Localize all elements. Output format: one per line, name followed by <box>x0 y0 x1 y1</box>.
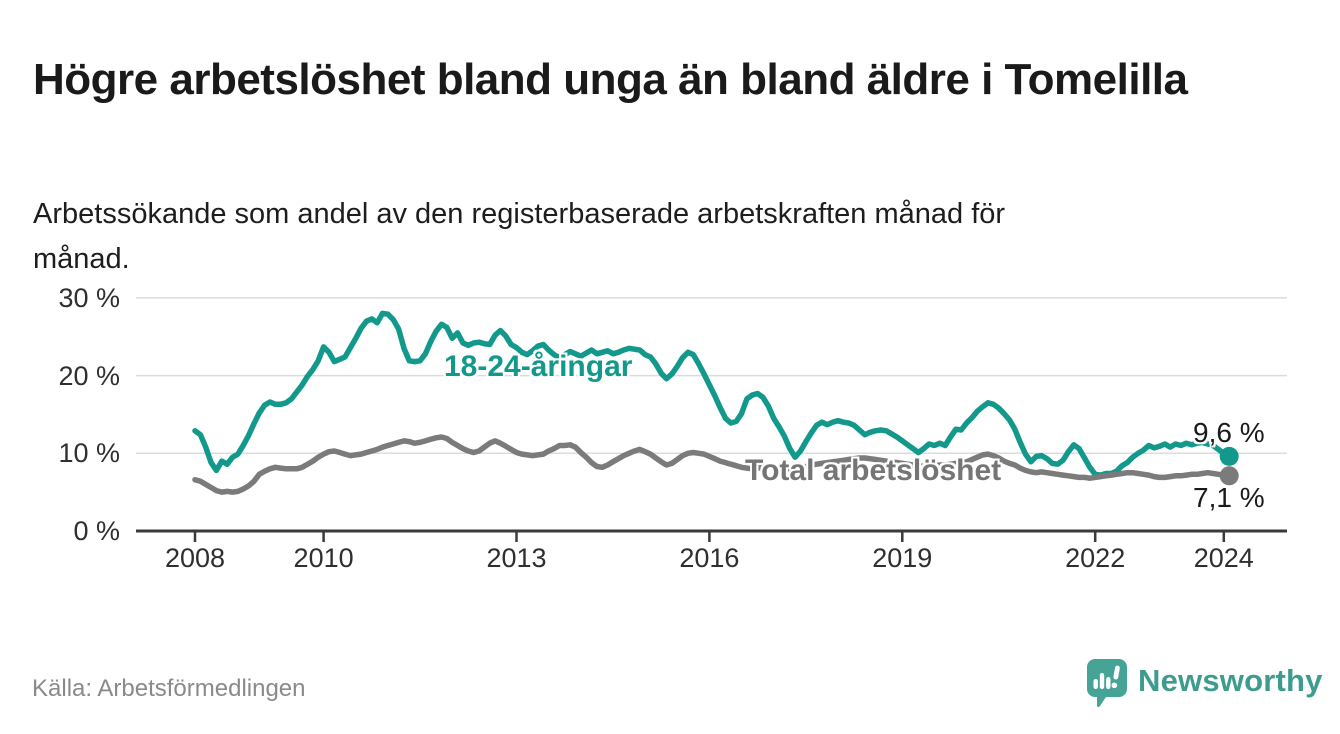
x-axis-label: 2008 <box>164 543 226 573</box>
x-axis-label: 2010 <box>293 543 354 573</box>
y-axis-label: 10 % <box>58 438 120 469</box>
end-dot-total <box>1219 466 1239 486</box>
exclamation-mark <box>1111 665 1120 689</box>
series-line-total <box>192 434 1232 495</box>
end-dot-youth <box>1219 446 1239 466</box>
y-axis-label: 30 % <box>58 282 120 313</box>
x-axis-label: 2013 <box>486 543 547 573</box>
newsworthy-wordmark: Newsworthy <box>1138 663 1323 698</box>
bar-medium <box>1106 677 1111 689</box>
chart-subtitle: Arbetssökande som andel av den registerb… <box>33 198 1006 275</box>
y-axis-label: 20 % <box>58 360 120 391</box>
newsworthy-logo: Newsworthy <box>1086 656 1322 712</box>
series-label-total: Total arbetslöshet <box>745 454 1002 487</box>
chart-title: Högre arbetslöshet bland unga än bland ä… <box>33 55 1188 105</box>
end-value-total: 7,1 % <box>1193 482 1265 513</box>
x-axis-label: 2016 <box>679 543 740 573</box>
end-value-youth: 9,6 % <box>1193 417 1265 448</box>
y-axis-label: 0 % <box>73 516 120 546</box>
series-label-youth: 18-24-åringar <box>444 350 633 383</box>
bar-tall <box>1099 673 1105 689</box>
newsworthy-bubble-icon <box>1087 659 1127 708</box>
series-line-youth <box>192 310 1232 478</box>
x-axis-label: 2019 <box>872 543 933 573</box>
bar-small <box>1093 679 1098 689</box>
x-axis-label: 2022 <box>1065 543 1126 573</box>
source-note: Källa: Arbetsförmedlingen <box>32 675 306 702</box>
x-axis-label: 2024 <box>1193 543 1254 573</box>
